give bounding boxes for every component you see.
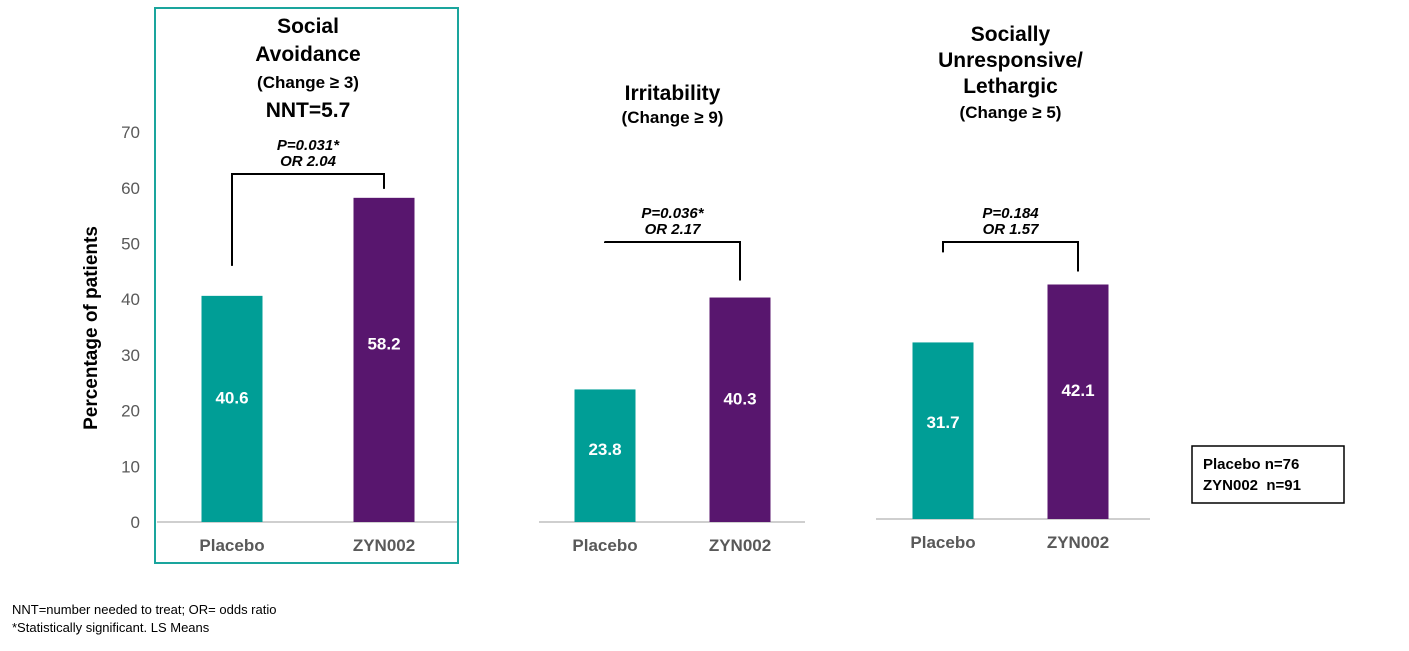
y-tick-label-0: 0 (131, 513, 140, 532)
panel-1-title-line: (Change ≥ 3) (257, 73, 359, 92)
panel-3-annotation-line: P=0.184 (982, 205, 1039, 222)
panel-3-bar-zyn002 (1047, 284, 1109, 519)
panel-3-value-label: 42.1 (1061, 381, 1094, 400)
panel-3-value-label: 31.7 (926, 413, 959, 432)
y-tick-label-50: 50 (121, 235, 140, 254)
panel-1-title-line: Social (277, 15, 339, 38)
panel-1-category-label: Placebo (199, 536, 264, 555)
panel-2-value-label: 23.8 (588, 440, 621, 459)
panel-3-title-line: Socially (971, 23, 1051, 46)
panel-2-value-label: 40.3 (723, 390, 756, 409)
panel-2-annotation-line: OR 2.17 (645, 221, 702, 238)
footnote-abbreviations: NNT=number needed to treat; OR= odds rat… (12, 602, 277, 617)
panel-3-significance-bracket (942, 241, 1079, 272)
panel-1-category-label: ZYN002 (353, 536, 415, 555)
panel-2-title-line: (Change ≥ 9) (622, 108, 724, 127)
panel-3-bar-placebo (912, 342, 974, 519)
panel-1-title-line: NNT=5.7 (266, 99, 351, 122)
panel-1-bar-placebo (201, 295, 263, 522)
y-axis-label: Percentage of patients (81, 226, 102, 430)
y-tick-label-20: 20 (121, 402, 140, 421)
panel-1-value-label: 58.2 (367, 335, 400, 354)
panel-2-title-line: Irritability (625, 82, 721, 105)
panel-2-significance-bracket (604, 241, 741, 281)
panel-3-annotation-line: OR 1.57 (983, 221, 1040, 238)
y-tick-label-60: 60 (121, 179, 140, 198)
panel-1-significance-bracket (231, 173, 385, 266)
sample-size-box (1191, 445, 1345, 504)
sample-size-line: Placebo n=76 (1203, 456, 1299, 473)
y-tick-label-40: 40 (121, 290, 140, 309)
panel-3-title-line: (Change ≥ 5) (960, 103, 1062, 122)
y-tick-label-30: 30 (121, 346, 140, 365)
panel-2-category-label: Placebo (572, 536, 637, 555)
sample-size-line: ZYN002 n=91 (1203, 477, 1301, 494)
panel-1-value-label: 40.6 (215, 389, 248, 408)
y-tick-label-10: 10 (121, 457, 140, 476)
panel-2-category-label: ZYN002 (709, 536, 771, 555)
panel-2-bar-placebo (574, 389, 636, 522)
panel-3-category-label: ZYN002 (1047, 533, 1109, 552)
panel-1-title-line: Avoidance (255, 43, 360, 66)
panel-1-annotation-line: P=0.031* (277, 137, 340, 154)
panel-3-title-line: Unresponsive/ (938, 49, 1083, 72)
highlight-box (154, 7, 459, 564)
panel-1-annotation-line: OR 2.04 (280, 153, 337, 170)
panel-1-bar-zyn002 (353, 197, 415, 523)
panel-3-title-line: Lethargic (963, 75, 1058, 98)
footnote-significance: *Statistically significant. LS Means (12, 620, 210, 635)
y-tick-label-70: 70 (121, 123, 140, 142)
panel-2-bar-zyn002 (709, 297, 771, 522)
panel-2-annotation-line: P=0.036* (641, 205, 704, 222)
panel-3-category-label: Placebo (910, 533, 975, 552)
